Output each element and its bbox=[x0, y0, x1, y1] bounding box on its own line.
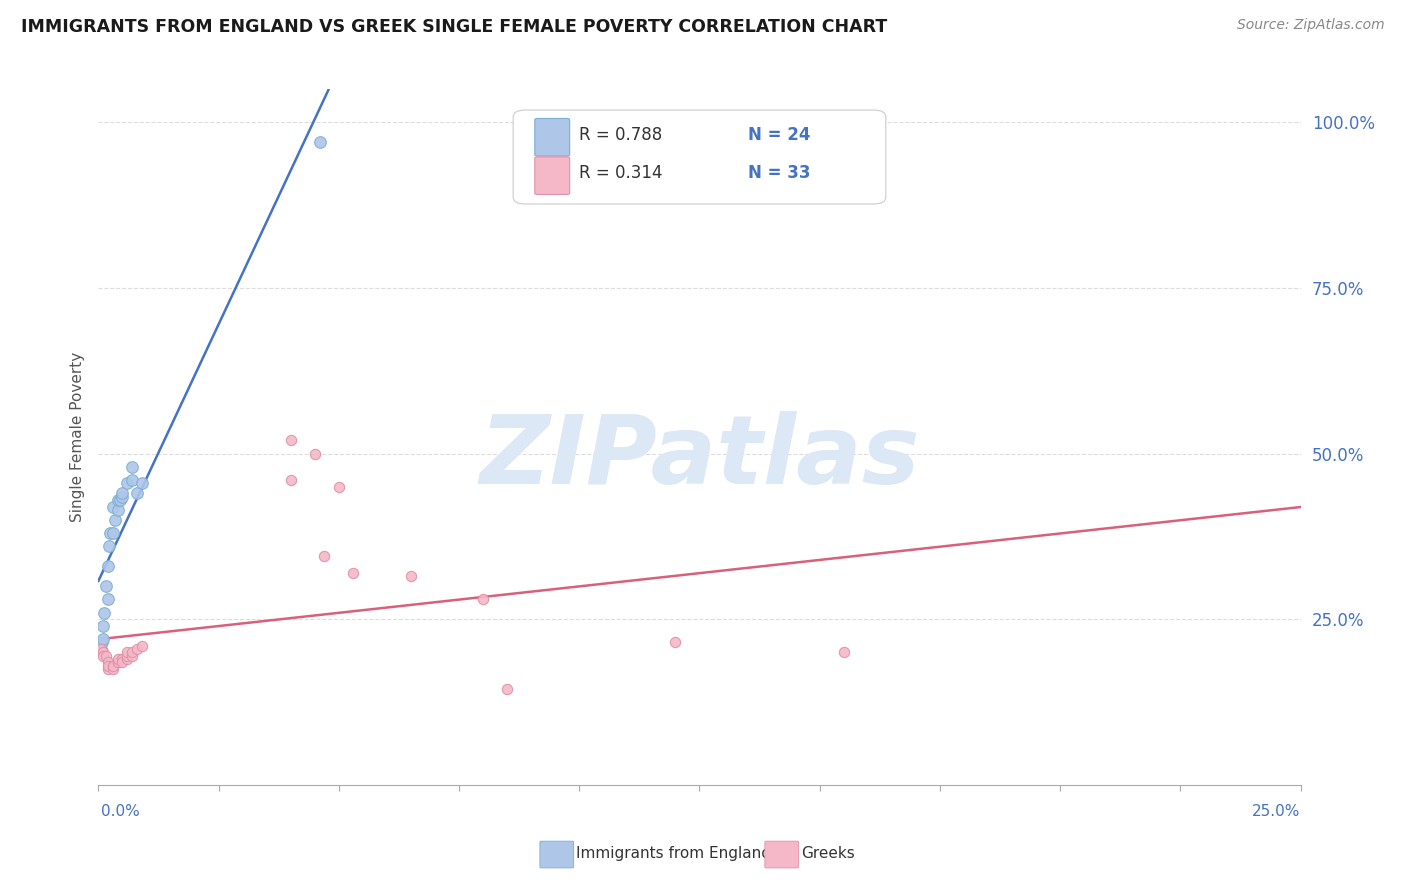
Point bbox=[91, 635, 114, 649]
Point bbox=[117, 476, 139, 491]
Point bbox=[98, 540, 121, 554]
Point bbox=[101, 658, 124, 673]
Point bbox=[108, 493, 131, 508]
Point bbox=[94, 579, 117, 593]
Point bbox=[107, 656, 129, 670]
Point bbox=[280, 473, 302, 487]
Point bbox=[308, 135, 330, 149]
Point bbox=[496, 681, 519, 696]
Text: N = 33: N = 33 bbox=[748, 164, 810, 182]
Text: Greeks: Greeks bbox=[801, 847, 855, 861]
Point bbox=[97, 656, 120, 670]
Point bbox=[121, 473, 143, 487]
Point bbox=[117, 645, 139, 659]
Point bbox=[342, 566, 364, 580]
Point bbox=[93, 606, 115, 620]
Point bbox=[304, 447, 326, 461]
Point bbox=[107, 656, 129, 670]
Point bbox=[101, 526, 124, 541]
Y-axis label: Single Female Poverty: Single Female Poverty bbox=[69, 352, 84, 522]
FancyBboxPatch shape bbox=[534, 157, 569, 194]
Text: R = 0.314: R = 0.314 bbox=[579, 164, 662, 182]
Point bbox=[125, 486, 148, 500]
Point bbox=[90, 642, 112, 657]
Point bbox=[90, 642, 112, 657]
Point bbox=[117, 652, 139, 666]
FancyBboxPatch shape bbox=[534, 119, 569, 156]
Text: R = 0.788: R = 0.788 bbox=[579, 126, 662, 144]
Text: 25.0%: 25.0% bbox=[1253, 805, 1301, 819]
Point bbox=[101, 500, 124, 514]
Point bbox=[107, 503, 129, 517]
Text: IMMIGRANTS FROM ENGLAND VS GREEK SINGLE FEMALE POVERTY CORRELATION CHART: IMMIGRANTS FROM ENGLAND VS GREEK SINGLE … bbox=[21, 18, 887, 36]
Point bbox=[121, 459, 143, 474]
Point bbox=[97, 658, 120, 673]
Point bbox=[117, 648, 139, 663]
Point bbox=[131, 639, 153, 653]
Point bbox=[664, 635, 686, 649]
Text: N = 24: N = 24 bbox=[748, 126, 810, 144]
Point bbox=[107, 493, 129, 508]
FancyBboxPatch shape bbox=[513, 110, 886, 204]
Point bbox=[104, 513, 127, 527]
Point bbox=[328, 480, 350, 494]
Point bbox=[111, 490, 134, 504]
Point bbox=[97, 662, 120, 676]
Point bbox=[97, 592, 120, 607]
Point bbox=[100, 526, 122, 541]
Point bbox=[101, 662, 124, 676]
Point bbox=[472, 592, 495, 607]
Point bbox=[91, 645, 114, 659]
Point bbox=[94, 648, 117, 663]
Point bbox=[91, 648, 114, 663]
Point bbox=[832, 645, 855, 659]
Point bbox=[121, 648, 143, 663]
Point bbox=[111, 486, 134, 500]
Point bbox=[111, 656, 134, 670]
Point bbox=[131, 476, 153, 491]
Text: Source: ZipAtlas.com: Source: ZipAtlas.com bbox=[1237, 18, 1385, 32]
Text: ZIPatlas: ZIPatlas bbox=[479, 411, 920, 505]
Point bbox=[314, 549, 336, 564]
Point bbox=[280, 434, 302, 448]
Point bbox=[399, 569, 422, 583]
Point bbox=[125, 642, 148, 657]
Point bbox=[91, 619, 114, 633]
Text: 0.0%: 0.0% bbox=[101, 805, 141, 819]
Point bbox=[91, 632, 114, 647]
Point bbox=[121, 645, 143, 659]
Point bbox=[97, 559, 120, 574]
Point bbox=[101, 658, 124, 673]
Point bbox=[107, 652, 129, 666]
Text: Immigrants from England: Immigrants from England bbox=[576, 847, 772, 861]
Point bbox=[111, 652, 134, 666]
